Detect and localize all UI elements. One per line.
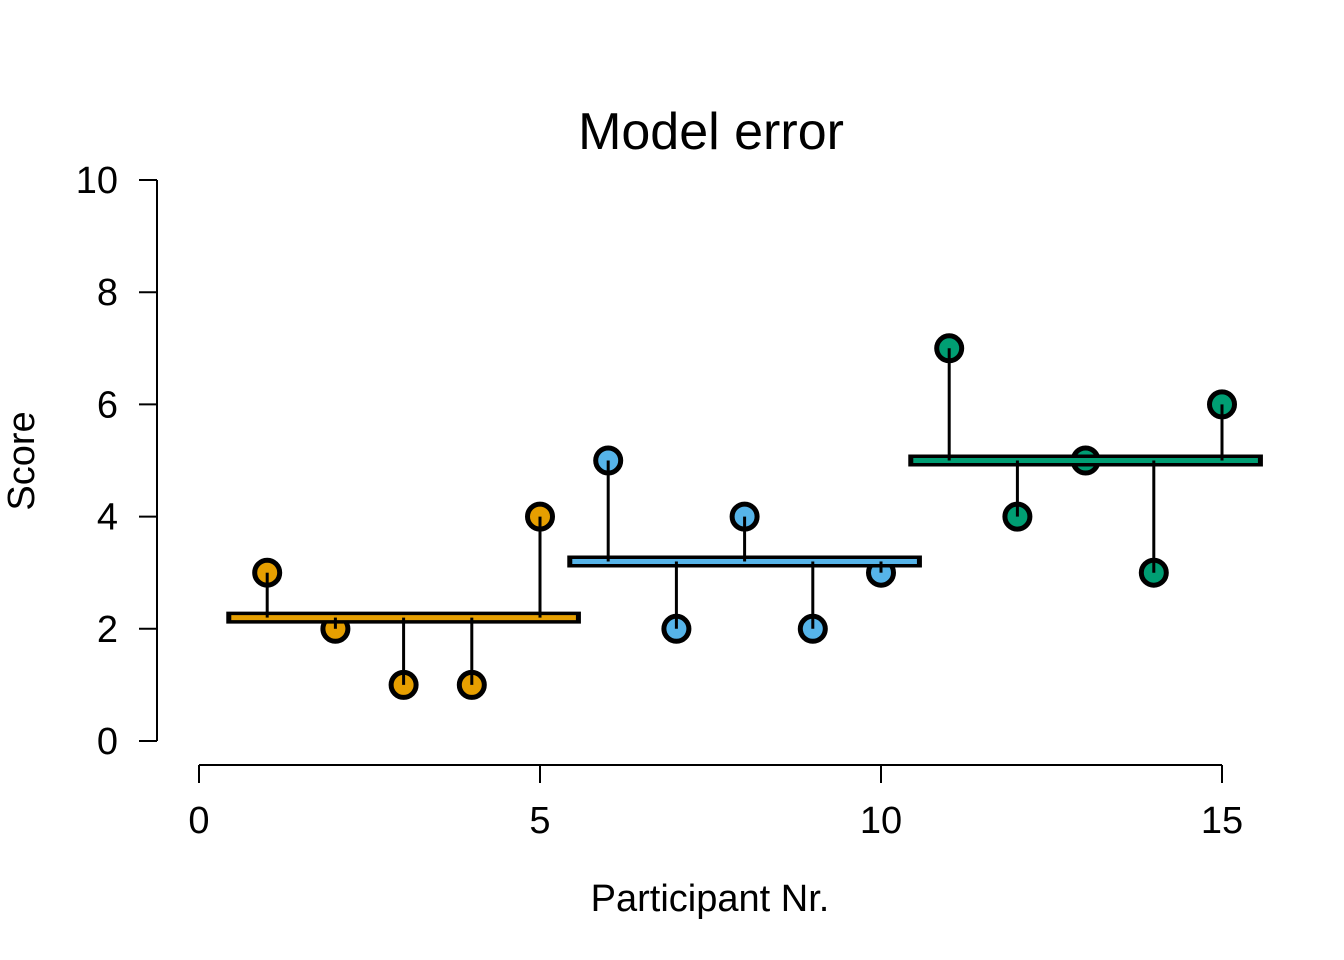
y-tick-label: 0 — [97, 721, 118, 763]
x-tick-label: 15 — [1201, 800, 1243, 842]
x-tick-label: 0 — [188, 800, 209, 842]
y-tick-label: 10 — [76, 160, 118, 202]
y-tick-label: 6 — [97, 384, 118, 426]
x-ticks: 0 5 10 15 — [188, 765, 1243, 842]
group-3 — [908, 333, 1263, 588]
y-ticks: 0 2 4 6 8 10 — [76, 160, 157, 763]
x-axis-label: Participant Nr. — [591, 878, 830, 920]
y-axis: 0 2 4 6 8 10 — [76, 160, 158, 763]
y-tick-label: 4 — [97, 497, 118, 539]
y-tick-label: 8 — [97, 272, 118, 314]
x-tick-label: 5 — [529, 800, 550, 842]
group-2 — [567, 445, 922, 644]
chart-title: Model error — [578, 103, 844, 161]
x-tick-label: 10 — [860, 800, 902, 842]
y-tick-label: 2 — [97, 609, 118, 651]
plot-area — [226, 333, 1263, 700]
y-axis-label: Score — [1, 411, 43, 510]
x-axis: 0 5 10 15 — [188, 764, 1243, 842]
group-1 — [226, 501, 581, 700]
